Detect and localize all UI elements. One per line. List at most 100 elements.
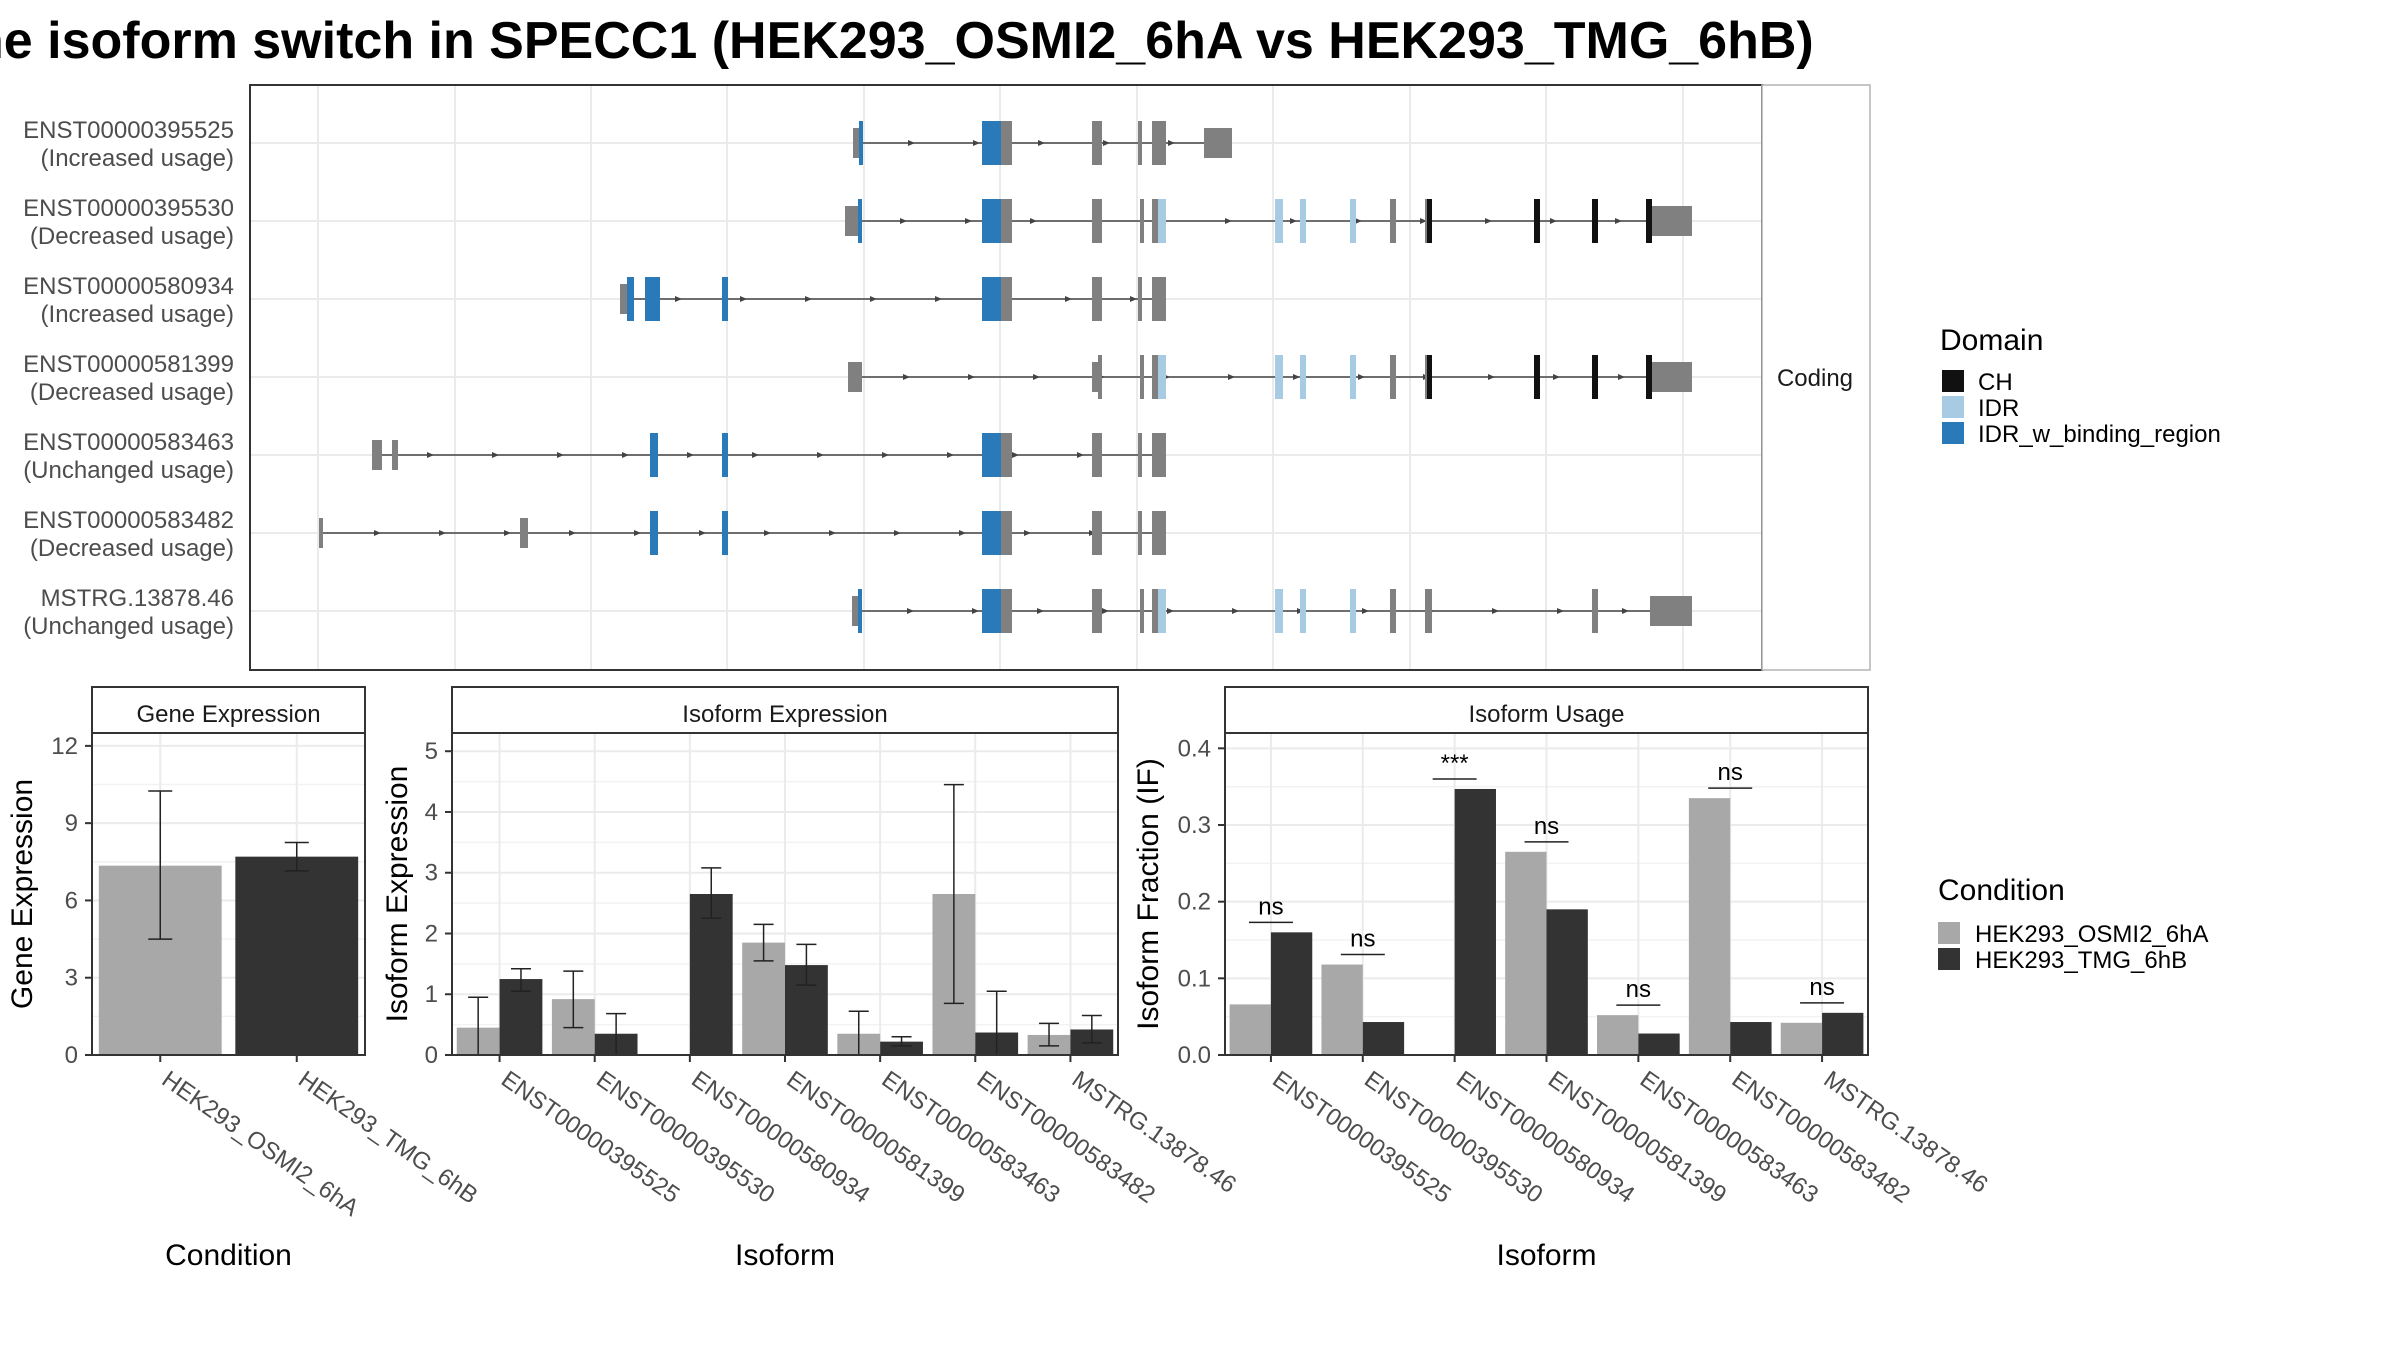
significance-label: ns (1350, 926, 1375, 953)
structure-strip-bg (1761, 84, 1871, 671)
strand-arrow (1168, 140, 1175, 146)
strand-arrow (1038, 140, 1045, 146)
significance-label: ns (1809, 974, 1834, 1001)
strand-arrow (965, 218, 972, 224)
domain-block (859, 121, 863, 165)
strand-arrow (557, 452, 564, 458)
strand-arrow (968, 374, 975, 380)
strand-arrow (805, 296, 812, 302)
bar (689, 894, 733, 1055)
x-tick-label: MSTRG.13878.46 (1067, 1066, 1241, 1199)
domain-block (982, 199, 1001, 243)
domain-legend-title: Domain (1940, 324, 2043, 357)
domain-block (982, 433, 1001, 477)
strand-arrow (1618, 374, 1625, 380)
strand-arrow (1485, 218, 1492, 224)
domain-block (1275, 355, 1283, 399)
bar (1546, 909, 1588, 1055)
y-tick-label: 0 (425, 1042, 438, 1069)
domain-block (1275, 199, 1283, 243)
y-tick-label: 9 (65, 810, 78, 837)
domain-block (1646, 355, 1652, 399)
domain-legend-key (1942, 396, 1964, 418)
domain-legend-label: IDR_w_binding_region (1978, 421, 2221, 448)
isoform-label-id: ENST00000395530 (23, 195, 234, 222)
significance-label: ns (1626, 976, 1651, 1003)
y-tick-label: 6 (65, 887, 78, 914)
y-tick-label: 0 (65, 1042, 78, 1069)
exon (392, 440, 398, 470)
x-tick-label: ENST00000583482 (972, 1066, 1160, 1209)
strand-arrow (1622, 608, 1629, 614)
strand-arrow (1033, 374, 1040, 380)
structure-strip-label: Coding (1777, 365, 1853, 392)
exon (1650, 206, 1692, 236)
condition-legend-key (1938, 922, 1960, 944)
exon (1138, 511, 1142, 555)
strand-arrow (1024, 530, 1031, 536)
panel-strip (1224, 686, 1869, 734)
domain-block (858, 589, 862, 633)
exon (1592, 589, 1598, 633)
strand-arrow (947, 452, 954, 458)
exon (1138, 121, 1142, 165)
strand-arrow (1615, 218, 1622, 224)
exon (372, 440, 382, 470)
isoform-label-id: ENST00000581399 (23, 351, 234, 378)
exon (1138, 277, 1142, 321)
y-tick-label: 12 (51, 733, 78, 760)
domain-block (982, 511, 1001, 555)
exon (845, 206, 860, 236)
exon (1092, 199, 1102, 243)
exon (1152, 121, 1166, 165)
strand-arrow (1550, 218, 1557, 224)
significance-label: ns (1718, 759, 1743, 786)
exon (1092, 589, 1102, 633)
y-tick-label: 0.0 (1178, 1042, 1211, 1069)
isoform-label-status: (Decreased usage) (30, 379, 234, 406)
domain-block (1300, 589, 1306, 633)
exon (1140, 355, 1144, 399)
exon (1152, 511, 1166, 555)
strand-arrow (882, 452, 889, 458)
isoform-label-status: (Increased usage) (41, 301, 234, 328)
strand-arrow (675, 296, 682, 302)
bar (1229, 1004, 1271, 1055)
strand-arrow (973, 140, 980, 146)
domain-block (1158, 199, 1166, 243)
exon (1650, 362, 1692, 392)
bar (1270, 932, 1313, 1055)
domain-block (650, 511, 658, 555)
condition-legend-key (1938, 948, 1960, 970)
domain-block (722, 277, 728, 321)
exon (1000, 277, 1012, 321)
y-tick-label: 2 (425, 920, 438, 947)
strand-arrow (894, 530, 901, 536)
domain-block (858, 199, 862, 243)
condition-legend-label: HEK293_TMG_6hB (1975, 947, 2187, 974)
strand-arrow (1553, 374, 1560, 380)
strand-arrow (1420, 218, 1427, 224)
strand-arrow (1102, 608, 1109, 614)
isoform-label-status: (Increased usage) (41, 145, 234, 172)
x-tick-label: ENST00000395525 (496, 1066, 684, 1209)
bar (1597, 1015, 1639, 1055)
domain-legend-label: CH (1978, 369, 2013, 396)
x-tick-label: ENST00000583463 (877, 1066, 1065, 1209)
exon (319, 518, 323, 548)
bar (880, 1041, 923, 1055)
y-tick-label: 0.4 (1178, 735, 1211, 762)
domain-block (1427, 355, 1432, 399)
bar (1822, 1012, 1864, 1055)
domain-legend-key (1942, 370, 1964, 392)
exon (848, 362, 862, 392)
strand-arrow (959, 530, 966, 536)
strand-arrow (935, 296, 942, 302)
strand-arrow (740, 296, 747, 302)
exon (1092, 362, 1102, 392)
exon (1092, 511, 1102, 555)
y-tick-label: 3 (425, 860, 438, 887)
isoform-label-status: (Unchanged usage) (23, 457, 234, 484)
